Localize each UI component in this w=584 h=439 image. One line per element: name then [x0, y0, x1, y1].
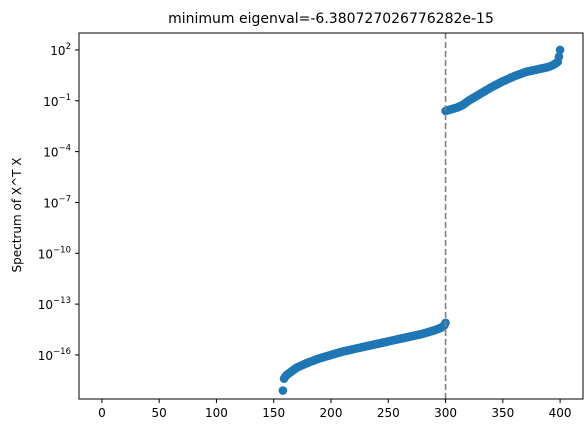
x-tick-label: 150	[262, 406, 285, 420]
x-tick-label: 250	[377, 406, 400, 420]
y-tick-base: 10	[43, 146, 58, 160]
y-tick-base: 10	[43, 95, 58, 109]
y-tick-label: 10−7	[43, 194, 71, 210]
y-tick-exponent: 2	[66, 42, 71, 52]
scatter-point	[278, 386, 288, 395]
y-tick-exponent: −1	[58, 93, 71, 103]
x-tick-label: 50	[152, 406, 167, 420]
data-points	[278, 45, 565, 395]
y-tick-label: 10−13	[38, 296, 71, 312]
y-tick-label: 10−1	[43, 93, 71, 109]
x-tick-label: 200	[320, 406, 343, 420]
x-tick-label: 300	[434, 406, 457, 420]
scatter-point	[554, 52, 564, 62]
y-tick-exponent: −4	[58, 144, 71, 154]
y-tick-base: 10	[50, 44, 65, 58]
y-tick-base: 10	[38, 247, 53, 261]
x-tick-label: 0	[98, 406, 106, 420]
x-tick-label: 400	[549, 406, 572, 420]
y-tick-base: 10	[38, 298, 53, 312]
y-tick-exponent: −10	[53, 245, 71, 255]
y-tick-label: 10−4	[43, 144, 71, 160]
y-tick-exponent: −13	[53, 296, 71, 306]
y-tick-exponent: −16	[53, 347, 71, 357]
y-tick-label: 102	[50, 42, 71, 58]
x-axis-ticks: 0 50 100 150 200 250 300 350 400	[98, 399, 572, 420]
scatter-point	[555, 45, 565, 55]
y-tick-base: 10	[43, 196, 58, 210]
y-tick-label: 10−10	[38, 245, 71, 261]
x-tick-label: 100	[205, 406, 228, 420]
y-tick-exponent: −7	[58, 194, 71, 204]
y-tick-base: 10	[38, 349, 53, 363]
y-axis-label: Spectrum of X^T X	[10, 158, 24, 273]
chart-title: minimum eigenval=-6.380727026776282e-15	[168, 11, 494, 27]
x-tick-label: 350	[491, 406, 514, 420]
plot-frame	[78, 32, 584, 400]
y-tick-label: 10−16	[38, 347, 71, 363]
